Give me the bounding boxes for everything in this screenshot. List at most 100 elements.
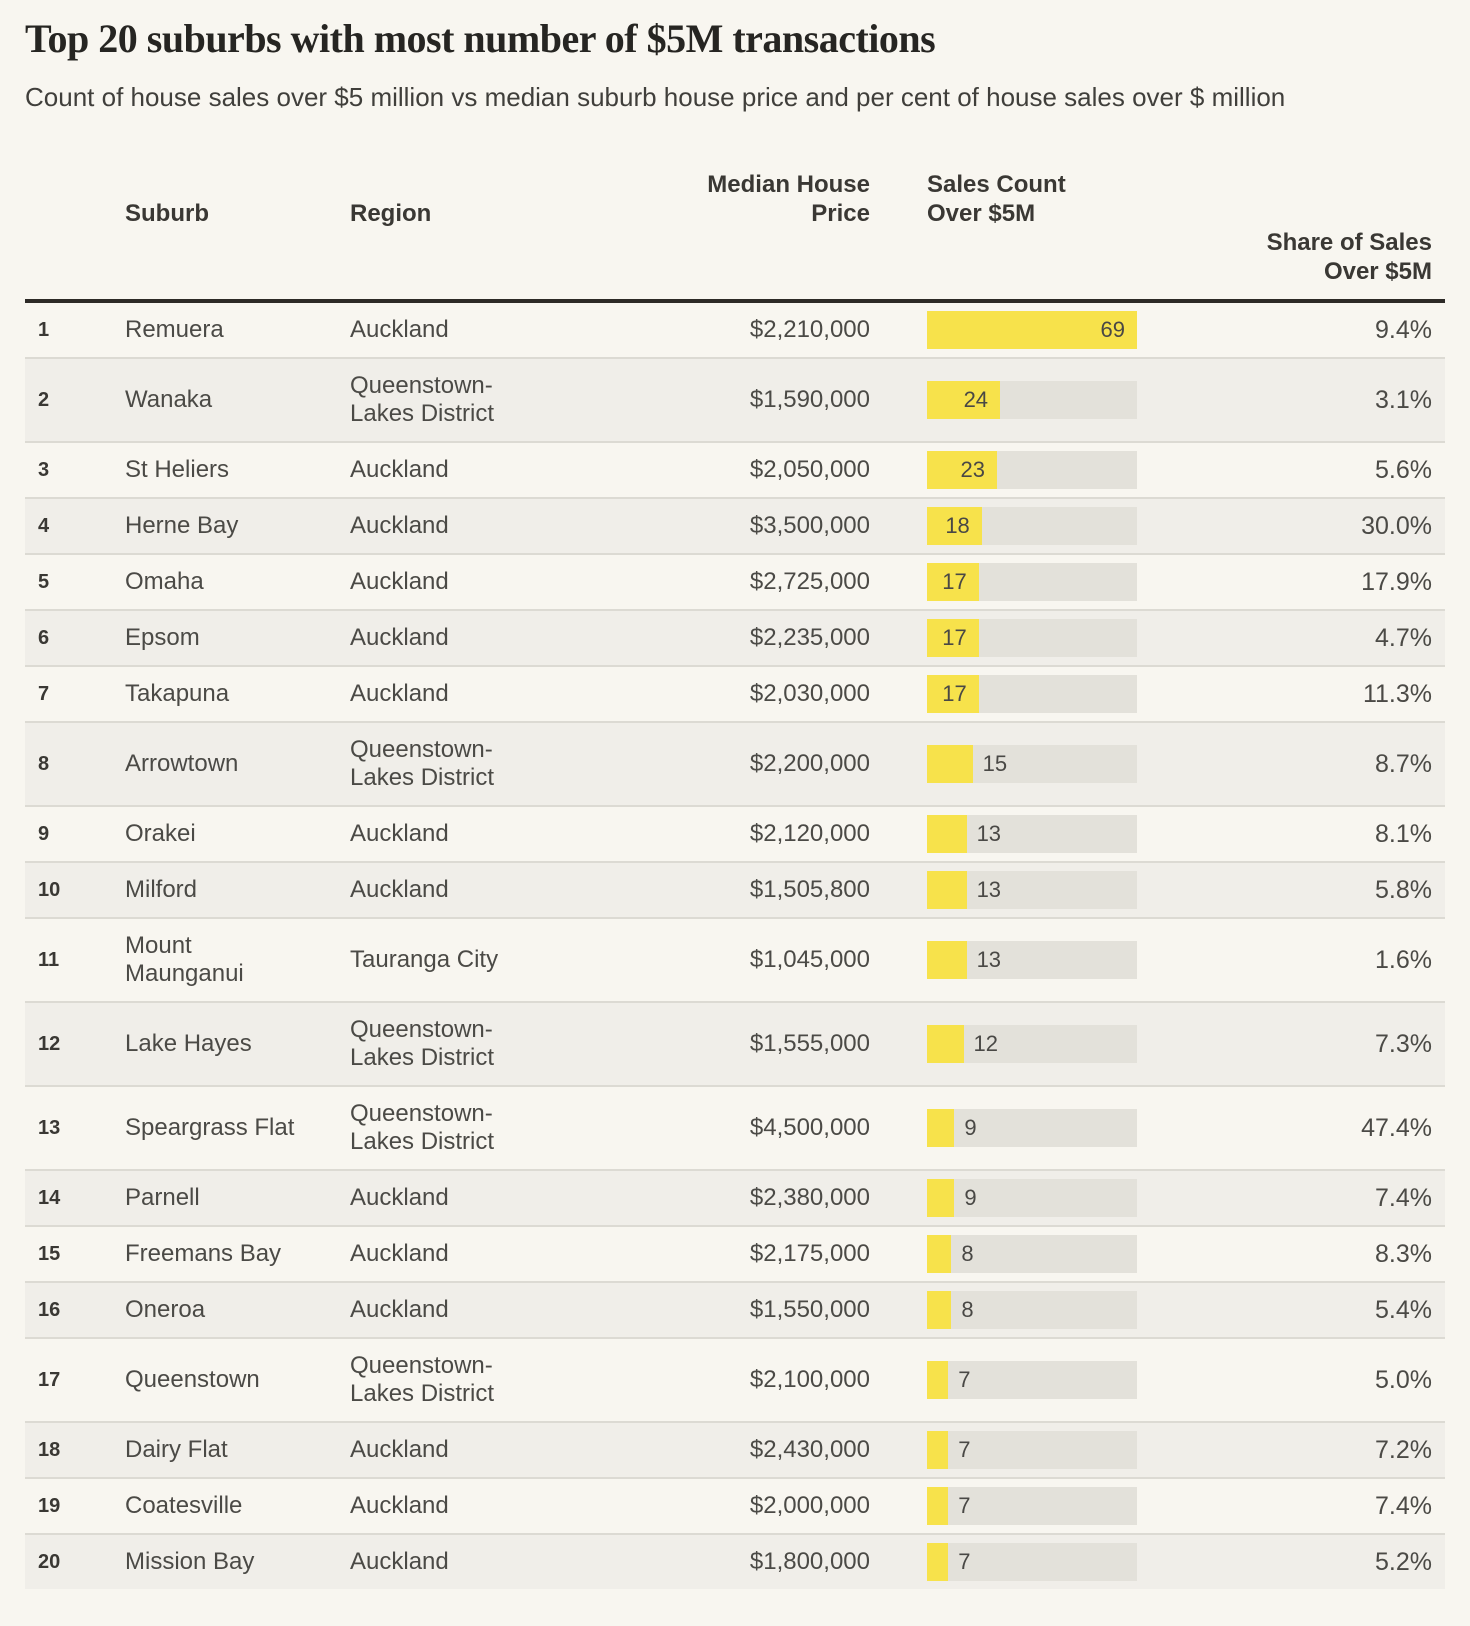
- median-price-cell: $2,100,000: [749, 1366, 870, 1394]
- sales-count-bar-track: 7: [927, 1361, 1137, 1400]
- sales-count-bar-fill: [927, 745, 973, 784]
- sales-count-bar-track: 17: [927, 675, 1137, 714]
- suburb-cell: Freemans Bay: [125, 1240, 282, 1268]
- sales-count-value: 13: [976, 877, 1002, 903]
- region-cell: Auckland: [350, 512, 449, 540]
- rank-cell: 9: [38, 823, 50, 846]
- sales-count-bar-track: 13: [927, 871, 1137, 910]
- median-price-cell: $1,800,000: [749, 1548, 870, 1576]
- table-row: 20 Mission Bay Auckland $1,800,000 7 5.2…: [25, 1533, 1445, 1590]
- sales-count-bar-track: 17: [927, 563, 1137, 602]
- sales-count-bar-track: 8: [927, 1291, 1137, 1330]
- region-cell: Queenstown-Lakes District: [350, 372, 495, 428]
- median-price-cell: $2,050,000: [749, 456, 870, 484]
- median-price-cell: $2,430,000: [749, 1436, 870, 1464]
- rank-cell: 3: [38, 459, 50, 482]
- sales-count-value: 15: [982, 751, 1008, 777]
- median-price-cell: $1,045,000: [749, 946, 870, 974]
- share-cell: 5.8%: [1375, 876, 1432, 905]
- sales-count-value: 17: [942, 681, 967, 707]
- suburb-cell: Parnell: [125, 1184, 200, 1212]
- table-row: 14 Parnell Auckland $2,380,000 9 7.4%: [25, 1169, 1445, 1226]
- region-cell: Auckland: [350, 316, 449, 344]
- share-cell: 8.3%: [1375, 1240, 1432, 1269]
- table-row: 6 Epsom Auckland $2,235,000 17 4.7%: [25, 609, 1445, 666]
- sales-count-bar-cell: 15: [927, 737, 1137, 791]
- sales-count-bar-fill: [927, 675, 979, 714]
- share-cell: 7.4%: [1375, 1184, 1432, 1213]
- sales-count-bar-cell: 7: [927, 1423, 1137, 1477]
- table-row: 19 Coatesville Auckland $2,000,000 7 7.4…: [25, 1477, 1445, 1534]
- region-cell: Auckland: [350, 456, 449, 484]
- sales-count-bar-cell: 17: [927, 611, 1137, 665]
- sales-count-bar-cell: 9: [927, 1171, 1137, 1225]
- rank-cell: 19: [38, 1495, 61, 1518]
- median-price-cell: $1,550,000: [749, 1296, 870, 1324]
- rank-cell: 15: [38, 1243, 61, 1266]
- suburb-cell: Mission Bay: [125, 1548, 255, 1576]
- sales-count-bar-track: 24: [927, 381, 1137, 420]
- suburb-cell: Herne Bay: [125, 512, 239, 540]
- column-header-region: Region: [350, 200, 560, 229]
- suburb-cell: Omaha: [125, 568, 204, 596]
- sales-count-bar-cell: 12: [927, 1017, 1137, 1071]
- rank-cell: 1: [38, 319, 50, 342]
- sales-count-bar-cell: 8: [927, 1283, 1137, 1337]
- sales-count-value: 18: [945, 513, 970, 539]
- region-cell: Auckland: [350, 1548, 449, 1576]
- rank-cell: 18: [38, 1439, 61, 1462]
- table-row: 8 Arrowtown Queenstown-Lakes District $2…: [25, 721, 1445, 806]
- suburb-cell: Epsom: [125, 624, 200, 652]
- share-cell: 5.2%: [1375, 1548, 1432, 1577]
- sales-count-bar-cell: 7: [927, 1353, 1137, 1407]
- sales-count-bar-fill: [927, 563, 979, 602]
- region-cell: Tauranga City: [350, 946, 499, 974]
- column-header-median-price-label: Median House Price: [707, 171, 870, 227]
- share-cell: 3.1%: [1375, 386, 1432, 415]
- region-cell: Queenstown-Lakes District: [350, 1100, 495, 1156]
- share-cell: 9.4%: [1375, 316, 1432, 345]
- sales-count-value: 23: [960, 457, 985, 483]
- sales-count-value: 7: [958, 1367, 971, 1393]
- sales-count-value: 7: [958, 1437, 971, 1463]
- median-price-cell: $2,725,000: [749, 568, 870, 596]
- suburb-cell: Takapuna: [125, 680, 230, 708]
- page-title: Top 20 suburbs with most number of $5M t…: [25, 16, 936, 61]
- rank-cell: 17: [38, 1369, 61, 1392]
- sales-count-bar-track: 13: [927, 815, 1137, 854]
- table-row: 9 Orakei Auckland $2,120,000 13 8.1%: [25, 805, 1445, 862]
- sales-count-bar-fill: [927, 1109, 955, 1148]
- sales-count-bar-track: 15: [927, 745, 1137, 784]
- column-header-share: Share of Sales Over $5M: [927, 229, 1445, 287]
- median-price-cell: $2,000,000: [749, 1492, 870, 1520]
- rank-cell: 13: [38, 1117, 61, 1140]
- region-cell: Auckland: [350, 1492, 449, 1520]
- suburb-cell: Speargrass Flat: [125, 1114, 295, 1142]
- sales-count-bar-cell: 69: [927, 303, 1137, 357]
- sales-count-bar-fill: [927, 1235, 952, 1274]
- rank-cell: 10: [38, 879, 61, 902]
- table-row: 2 Wanaka Queenstown-Lakes District $1,59…: [25, 357, 1445, 442]
- sales-count-bar-cell: 17: [927, 667, 1137, 721]
- rank-cell: 2: [38, 389, 50, 412]
- share-cell: 47.4%: [1361, 1114, 1432, 1143]
- table-row: 16 Oneroa Auckland $1,550,000 8 5.4%: [25, 1281, 1445, 1338]
- sales-count-bar-fill: [927, 1291, 952, 1330]
- sales-count-value: 17: [942, 569, 967, 595]
- sales-count-value: 13: [976, 947, 1002, 973]
- suburb-cell: St Heliers: [125, 456, 230, 484]
- sales-count-bar-fill: [927, 1543, 949, 1582]
- region-cell: Auckland: [350, 876, 449, 904]
- rank-cell: 4: [38, 515, 50, 538]
- sales-count-bar-track: 17: [927, 619, 1137, 658]
- region-cell: Auckland: [350, 1184, 449, 1212]
- sales-count-value: 17: [942, 625, 967, 651]
- median-price-cell: $2,380,000: [749, 1184, 870, 1212]
- share-cell: 8.1%: [1375, 820, 1432, 849]
- table-row: 13 Speargrass Flat Queenstown-Lakes Dist…: [25, 1085, 1445, 1170]
- share-cell: 5.6%: [1375, 456, 1432, 485]
- sales-count-bar-cell: 13: [927, 863, 1137, 917]
- sales-count-bar-track: 7: [927, 1487, 1137, 1526]
- sales-count-bar-fill: [927, 941, 967, 980]
- median-price-cell: $1,555,000: [749, 1030, 870, 1058]
